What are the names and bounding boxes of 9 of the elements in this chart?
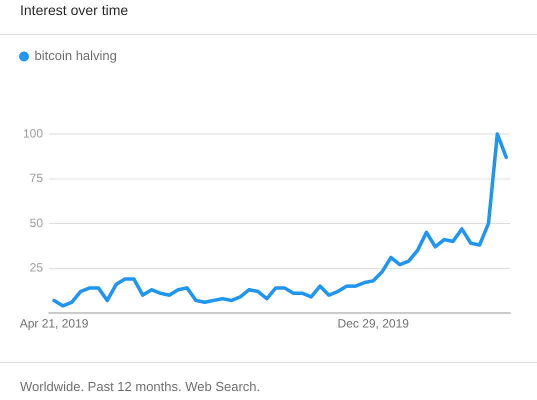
text: Worldwide. Past 12 months. Web Search. — [20, 379, 260, 395]
y-tick-label: 100 — [22, 126, 44, 140]
x-tick-label: Dec 29, 2019 — [338, 316, 410, 331]
y-tick-label: 75 — [30, 171, 44, 186]
y-tick-label: 25 — [30, 260, 44, 275]
x-tick-label: Apr 21, 2019 — [20, 316, 89, 331]
y-tick-label: 50 — [30, 216, 44, 230]
legend-label: bitcoin halving — [34, 48, 117, 64]
chart-title: Interest over time — [20, 1, 128, 20]
